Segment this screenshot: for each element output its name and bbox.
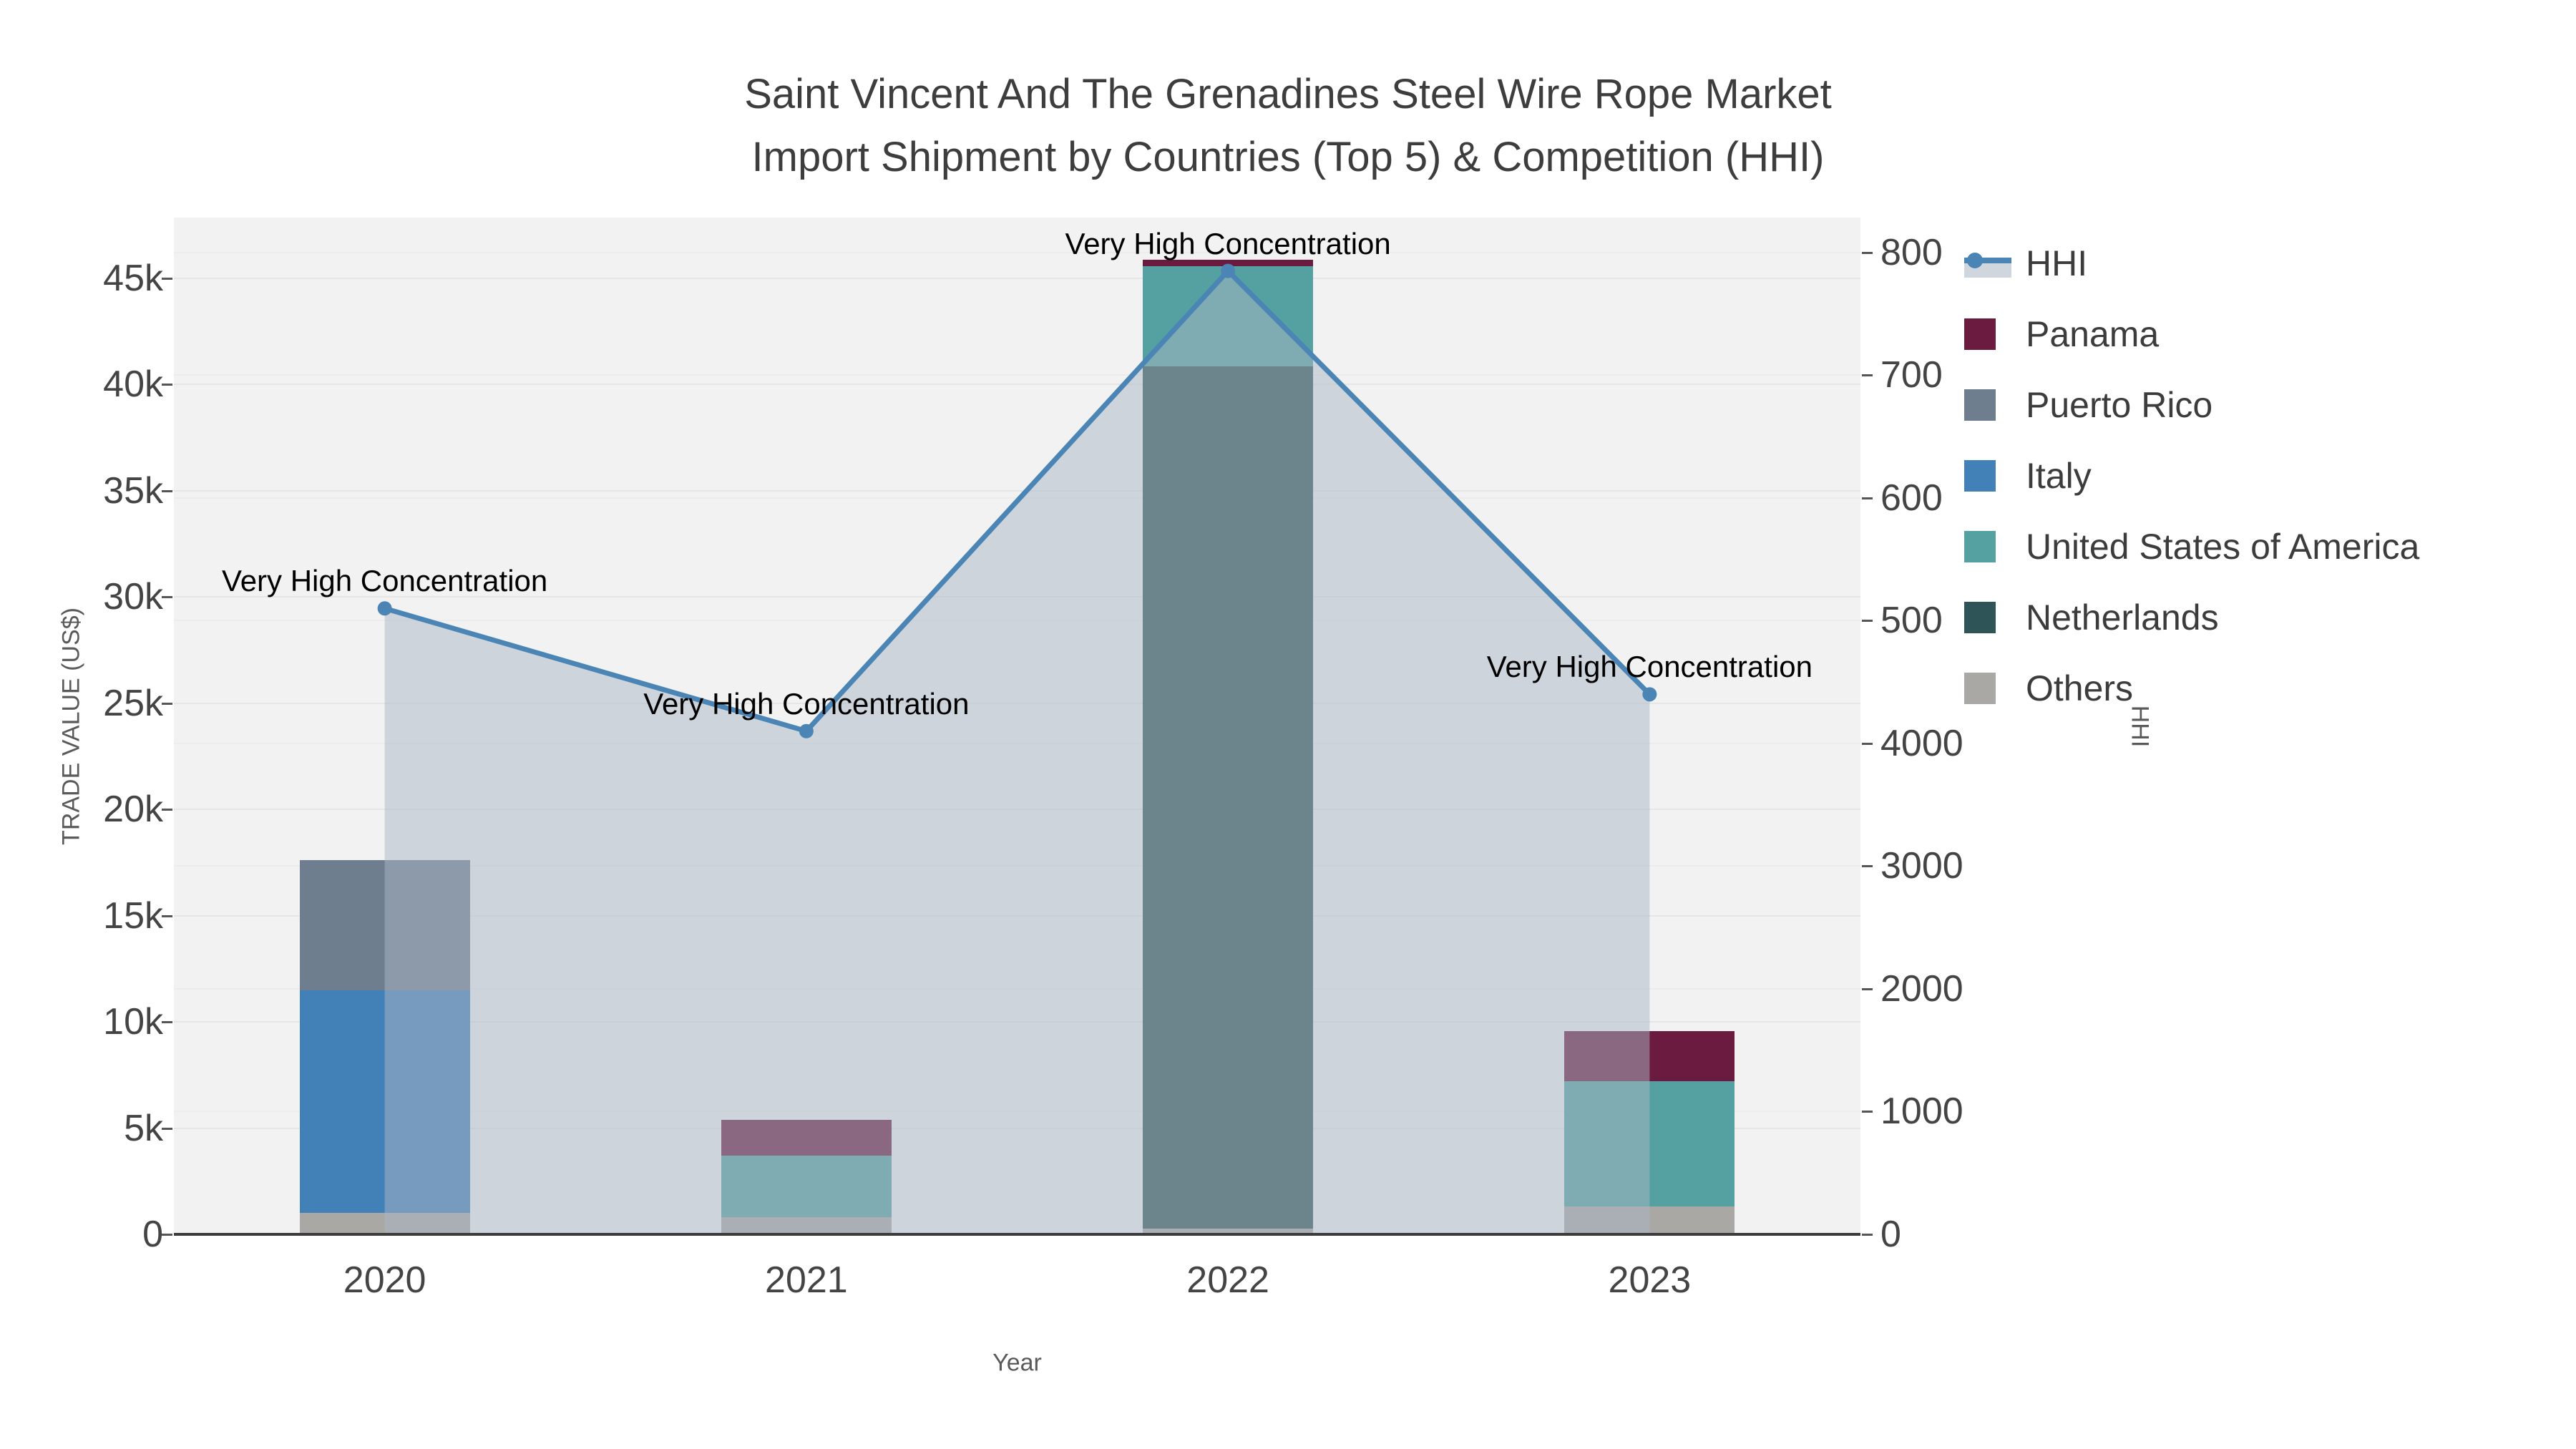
legend-swatch-panama-icon (1964, 318, 1996, 350)
y2-tick-mark-1000 (1862, 1111, 1873, 1113)
y-tick-35k: 35k (103, 469, 163, 512)
y2-tick-mark-3000 (1862, 865, 1873, 868)
bar-2022-panama (1143, 260, 1314, 266)
legend-label-others: Others (2026, 668, 2134, 708)
gridline-hhi-7000 (174, 374, 1860, 376)
y-tick-mark-0 (162, 1234, 172, 1236)
legend-item-united_states[interactable]: United States of America (1964, 519, 2419, 574)
gridline-trade-35k (174, 489, 1860, 492)
y2-tick-3000: 3000 (1880, 845, 1963, 887)
y-tick-mark-40k (162, 384, 172, 386)
y2-tick-mark-2000 (1862, 987, 1873, 990)
y-tick-5k: 5k (124, 1107, 163, 1149)
gridline-trade-40k (174, 384, 1860, 386)
legend-label-italy: Italy (2026, 456, 2092, 496)
y2-tick-5000: 500 (1880, 600, 1943, 642)
chart-title-line1: Saint Vincent And The Grenadines Steel W… (744, 71, 1832, 117)
y2-tick-mark-6000 (1862, 497, 1873, 499)
annotation-2021: Very High Concentration (643, 686, 970, 721)
y-tick-mark-25k (162, 702, 172, 705)
y2-tick-1000: 1000 (1880, 1091, 1963, 1133)
legend-label-hhi: HHI (2026, 243, 2088, 283)
chart-title: Saint Vincent And The Grenadines Steel W… (0, 63, 2576, 189)
y-tick-40k: 40k (103, 364, 163, 406)
legend-swatch-others-icon (1964, 673, 1996, 704)
y-tick-10k: 10k (103, 1001, 163, 1043)
legend-swatch-italy-icon (1964, 460, 1996, 492)
y-tick-30k: 30k (103, 576, 163, 618)
y-tick-mark-35k (162, 489, 172, 492)
y-tick-20k: 20k (103, 789, 163, 831)
y-tick-mark-15k (162, 914, 172, 917)
legend-item-italy[interactable]: Italy (1964, 449, 2092, 503)
hhi-marker-swatch-icon (1967, 253, 1983, 268)
y-tick-45k: 45k (103, 257, 163, 299)
legend-item-panama[interactable]: Panama (1964, 307, 2159, 361)
legend-item-others[interactable]: Others (1964, 661, 2133, 716)
gridline-hhi-8000 (174, 251, 1860, 253)
legend-label-netherlands: Netherlands (2026, 597, 2219, 638)
x-tick-2020: 2020 (343, 1259, 426, 1301)
x-tick-2022: 2022 (1186, 1259, 1269, 1301)
y2-tick-mark-5000 (1862, 620, 1873, 623)
y2-tick-0: 0 (1880, 1214, 1901, 1255)
y-tick-15k: 15k (103, 894, 163, 937)
legend-label-puerto_rico: Puerto Rico (2026, 385, 2213, 425)
legend-item-hhi[interactable]: HHI (1964, 236, 2087, 291)
y2-tick-6000: 600 (1880, 477, 1943, 519)
hhi-line-layer (377, 263, 1657, 1235)
y2-tick-7000: 700 (1880, 354, 1943, 396)
legend-label-united_states: United States of America (2026, 527, 2420, 567)
annotation-2022: Very High Concentration (1065, 226, 1391, 260)
legend-swatch-puerto_rico-icon (1964, 389, 1996, 421)
gridline-trade-45k (174, 277, 1860, 279)
y-tick-mark-30k (162, 596, 172, 599)
y2-tick-mark-8000 (1862, 251, 1873, 254)
legend-swatch-netherlands-icon (1964, 602, 1996, 633)
y2-tick-mark-7000 (1862, 374, 1873, 377)
legend-swatch-united_states-icon (1964, 531, 1996, 562)
chart-title-line2: Import Shipment by Countries (Top 5) & C… (751, 134, 1825, 180)
y2-tick-mark-4000 (1862, 742, 1873, 745)
y-tick-25k: 25k (103, 682, 163, 724)
legend-item-puerto_rico[interactable]: Puerto Rico (1964, 378, 2212, 432)
hhi-marker-2022 (1221, 263, 1236, 278)
hhi-marker-2021 (799, 723, 814, 738)
plot-area: Very High Concentration Very High Concent… (174, 218, 1860, 1235)
hhi-line (384, 267, 1652, 734)
y-tick-mark-5k (162, 1127, 172, 1130)
x-axis-line (174, 1233, 1860, 1236)
y-tick-mark-20k (162, 809, 172, 811)
y2-tick-mark-0 (1862, 1234, 1873, 1236)
y-tick-mark-45k (162, 277, 172, 280)
x-axis-title: Year (992, 1349, 1042, 1377)
y-tick-0: 0 (142, 1214, 163, 1255)
legend-label-panama: Panama (2026, 314, 2160, 354)
hhi-marker-2020 (377, 601, 392, 616)
annotation-2023: Very High Concentration (1486, 650, 1813, 684)
x-tick-2021: 2021 (765, 1259, 848, 1301)
y-tick-mark-10k (162, 1021, 172, 1024)
annotation-2020: Very High Concentration (221, 564, 548, 598)
hhi-marker-2023 (1642, 687, 1657, 702)
legend-swatch-hhi-icon (1964, 248, 2011, 279)
legend-item-netherlands[interactable]: Netherlands (1964, 590, 2219, 645)
x-tick-2023: 2023 (1608, 1259, 1692, 1301)
y2-tick-4000: 4000 (1880, 722, 1963, 764)
hhi-line-swatch-icon (1964, 258, 2011, 263)
hhi-area-fill (384, 270, 1650, 1235)
y2-tick-8000: 800 (1880, 231, 1943, 273)
y2-tick-2000: 2000 (1880, 967, 1963, 1010)
